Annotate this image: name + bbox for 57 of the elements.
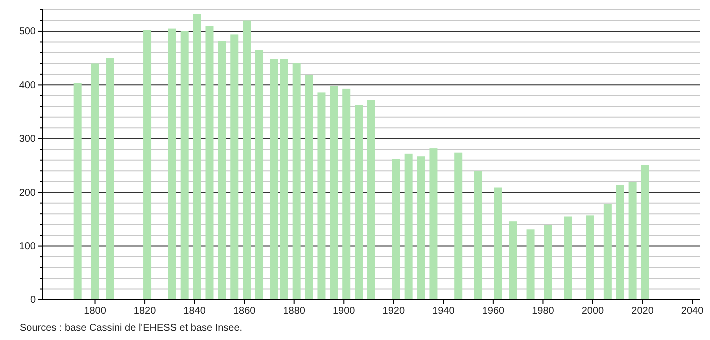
bar xyxy=(230,34,239,300)
bar xyxy=(404,154,413,300)
bar xyxy=(474,171,483,300)
y-tick-label: 0 xyxy=(30,295,36,306)
x-tick-label: 1800 xyxy=(84,306,107,318)
bar xyxy=(256,50,264,300)
bar xyxy=(305,74,314,300)
bar xyxy=(193,14,202,300)
bar xyxy=(106,58,114,300)
y-tick-label: 300 xyxy=(19,134,36,146)
y-tick-label: 400 xyxy=(19,80,36,92)
bar xyxy=(280,59,288,300)
x-tick-label: 1860 xyxy=(233,306,256,318)
y-tick-label: 500 xyxy=(19,26,36,38)
bar xyxy=(494,188,502,300)
bar xyxy=(641,165,650,300)
bar xyxy=(91,64,100,300)
bar xyxy=(74,83,82,300)
bar xyxy=(526,230,535,300)
x-tick-label: 2040 xyxy=(681,306,704,318)
bar xyxy=(616,185,624,300)
x-tick-label: 1940 xyxy=(432,306,456,318)
x-tick-label: 1820 xyxy=(134,306,157,318)
bar xyxy=(430,148,438,300)
bar xyxy=(318,92,326,300)
source-note: Sources : base Cassini de l'EHESS et base Insee. xyxy=(20,323,243,334)
x-tick-label: 1840 xyxy=(184,306,206,318)
bar xyxy=(564,216,572,300)
bar xyxy=(168,28,176,300)
x-tick-label: 1960 xyxy=(482,306,506,318)
x-tick-label: 1880 xyxy=(283,306,306,318)
bar xyxy=(509,222,518,300)
bar xyxy=(544,225,552,300)
y-tick-label: 200 xyxy=(19,188,36,199)
x-tick-label: 2000 xyxy=(582,306,605,318)
bar xyxy=(342,88,351,300)
bar xyxy=(243,20,252,300)
x-tick-label: 1920 xyxy=(382,306,406,318)
bar xyxy=(270,59,278,300)
bar xyxy=(292,63,301,300)
bar xyxy=(454,152,463,300)
bar xyxy=(604,204,612,300)
bar xyxy=(586,216,594,300)
bar xyxy=(218,41,226,300)
bar xyxy=(144,30,152,300)
bar xyxy=(180,31,189,300)
bar xyxy=(417,156,426,300)
bar xyxy=(355,105,364,300)
x-tick-label: 2020 xyxy=(632,306,654,318)
y-tick-label: 100 xyxy=(19,241,36,252)
bar xyxy=(330,86,338,300)
bar xyxy=(392,159,400,300)
bar xyxy=(368,100,376,300)
x-tick-label: 1980 xyxy=(532,306,555,318)
x-tick-label: 1900 xyxy=(333,306,356,318)
bar xyxy=(206,26,214,300)
bar xyxy=(628,182,637,300)
